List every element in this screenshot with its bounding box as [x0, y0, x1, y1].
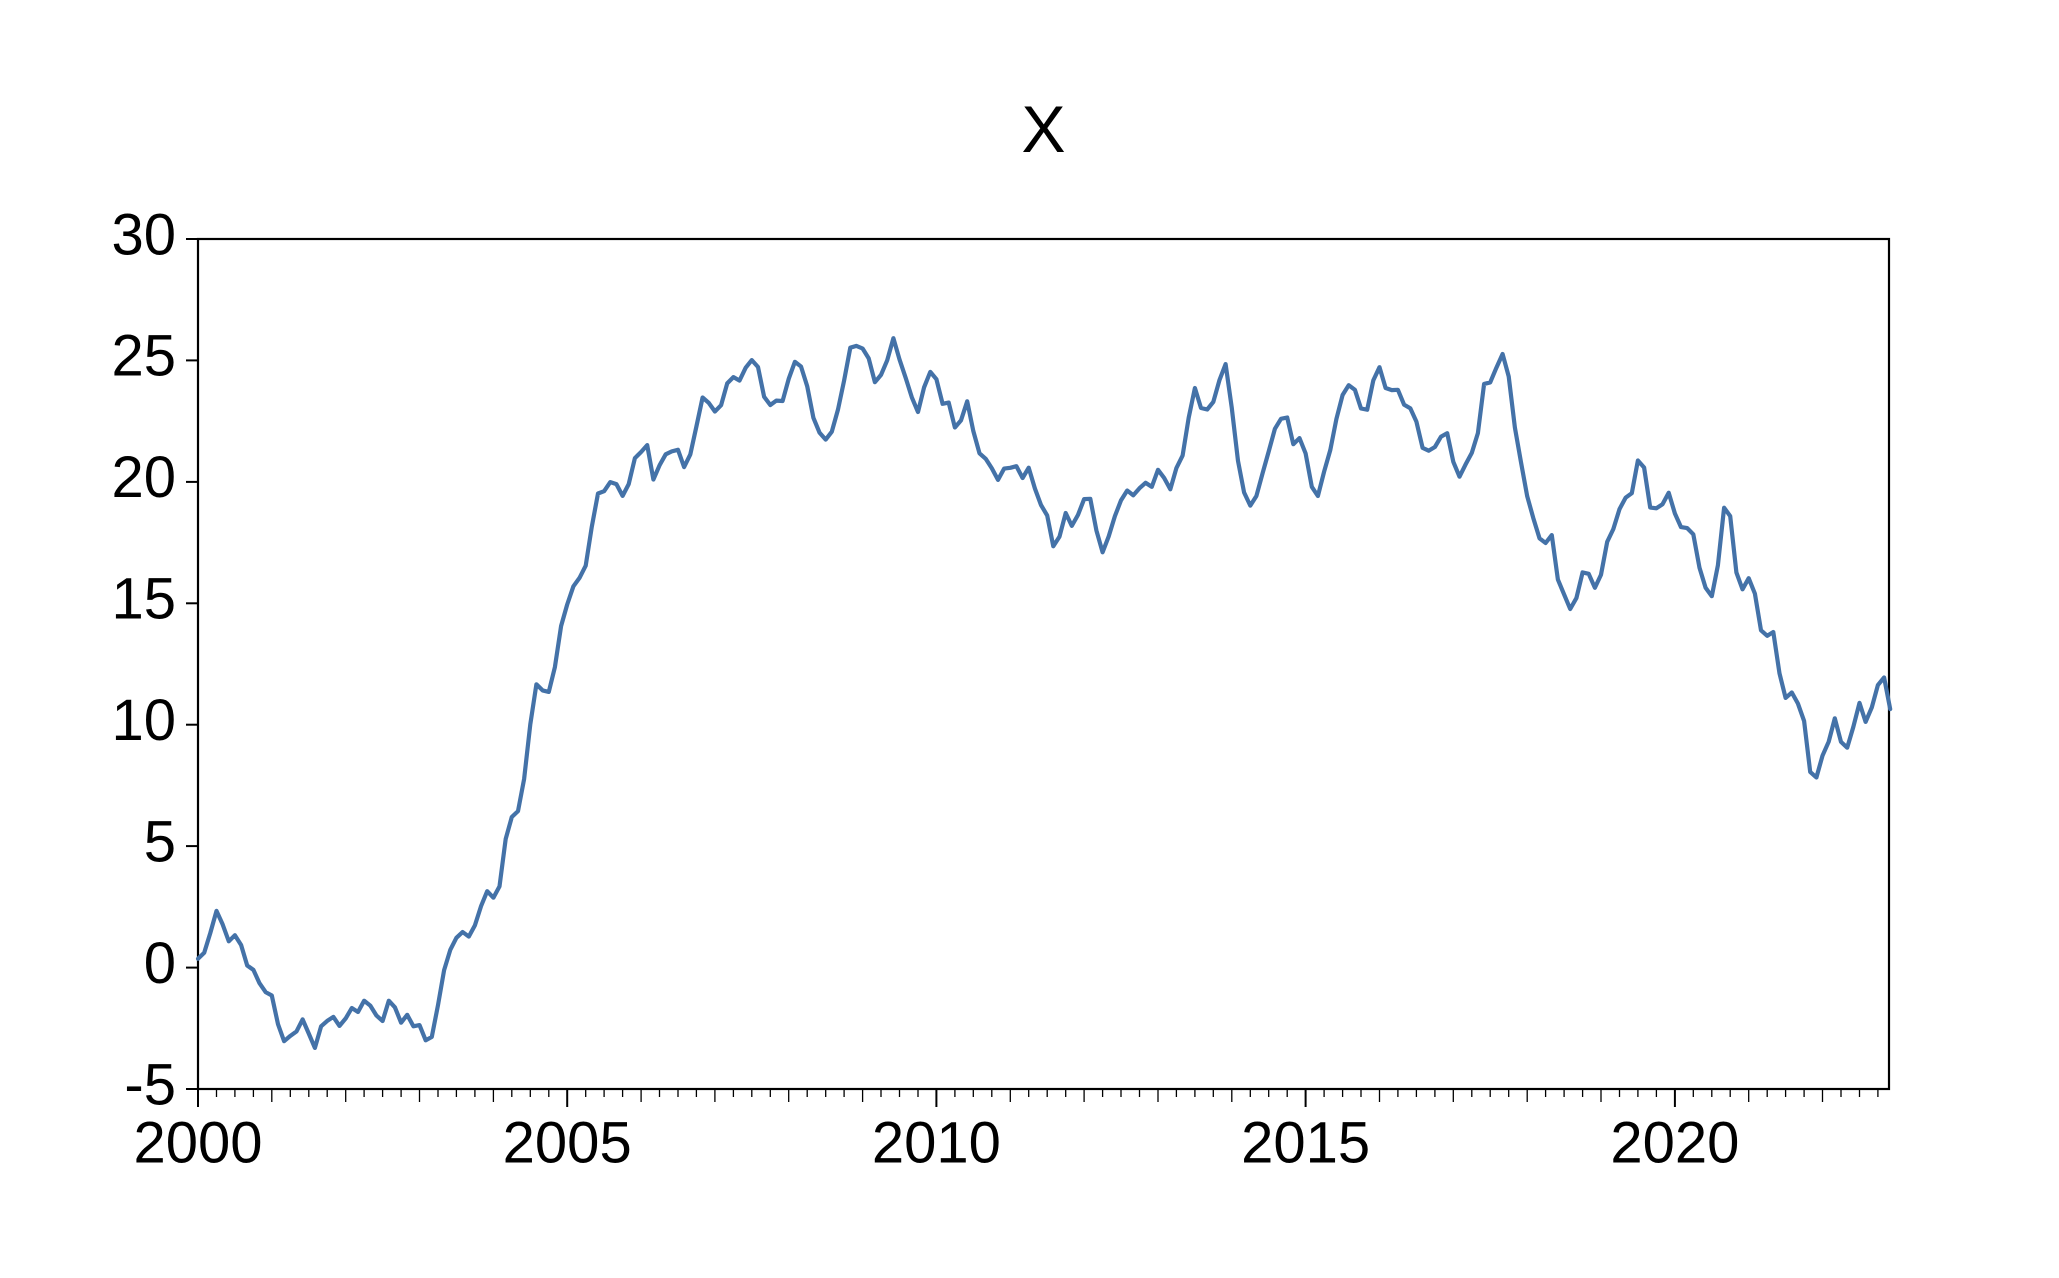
svg-text:15: 15: [111, 567, 176, 632]
svg-text:10: 10: [111, 688, 176, 753]
svg-text:0: 0: [144, 931, 176, 996]
svg-text:2010: 2010: [872, 1111, 1001, 1176]
svg-text:30: 30: [111, 202, 176, 267]
svg-text:-5: -5: [124, 1052, 176, 1117]
svg-text:2015: 2015: [1241, 1111, 1370, 1176]
svg-text:2020: 2020: [1610, 1111, 1739, 1176]
svg-text:2000: 2000: [133, 1111, 262, 1176]
svg-text:2005: 2005: [503, 1111, 632, 1176]
svg-text:25: 25: [111, 324, 176, 389]
svg-text:20: 20: [111, 445, 176, 510]
svg-text:5: 5: [144, 809, 176, 874]
